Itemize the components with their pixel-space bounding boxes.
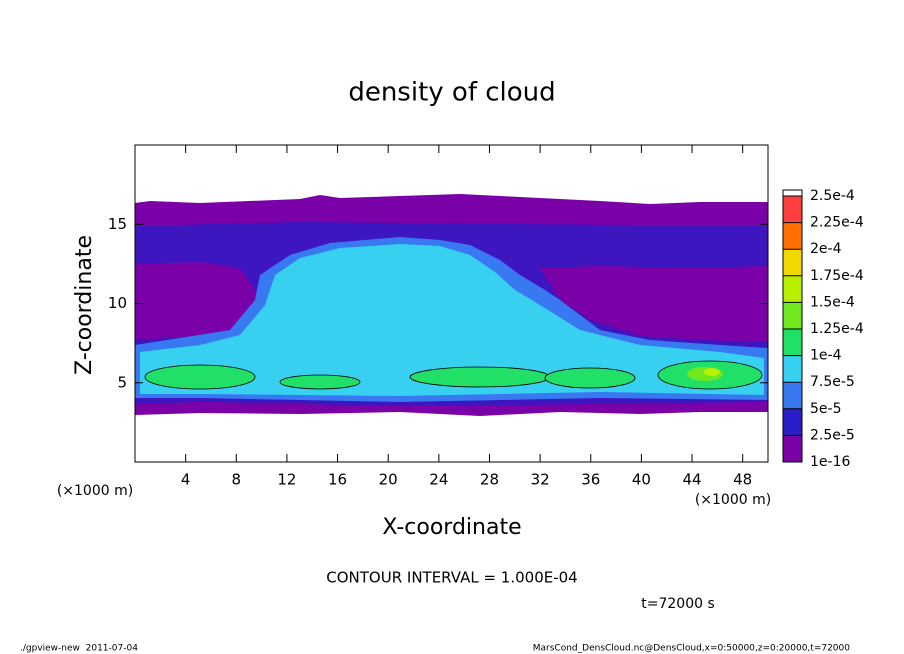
colorbar-box — [783, 302, 802, 329]
x-axis-label: X-coordinate — [382, 515, 521, 540]
field-region — [540, 266, 768, 342]
colorbar-box — [783, 196, 802, 223]
colorbar-box — [783, 408, 802, 436]
x-tick-label: 40 — [632, 471, 651, 489]
colorbar-label: 2.5e-4 — [810, 188, 855, 204]
x-tick-label: 36 — [581, 471, 600, 489]
x-tick-label: 4 — [181, 471, 191, 489]
colorbar-box — [783, 222, 802, 250]
x-unit: (×1000 m) — [695, 492, 771, 508]
x-tick-label: 28 — [480, 471, 499, 489]
y-axis-label: Z-coordinate — [72, 235, 97, 375]
contour-field — [135, 194, 768, 416]
x-tick-label: 16 — [328, 471, 347, 489]
colorbar-box — [783, 382, 802, 409]
field-region — [144, 364, 256, 390]
y-tick-label: 10 — [108, 294, 127, 312]
chart-title: density of cloud — [348, 78, 555, 108]
x-tick-label: 20 — [379, 471, 398, 489]
field-region — [544, 367, 636, 389]
y-unit: (×1000 m) — [57, 483, 133, 499]
colorbar-label: 1.25e-4 — [810, 321, 864, 337]
colorbar-label: 1e-16 — [810, 454, 850, 470]
y-tick-label: 15 — [108, 215, 127, 233]
colorbar-box — [783, 435, 802, 462]
field-region — [409, 366, 551, 388]
field-region — [279, 374, 361, 390]
colorbar-label: 2e-4 — [810, 241, 842, 257]
colorbar-box — [783, 275, 802, 303]
x-tick-label: 32 — [531, 471, 550, 489]
colorbar-label: 5e-5 — [810, 401, 841, 417]
x-tick-label: 48 — [733, 471, 752, 489]
contour-interval: CONTOUR INTERVAL = 1.000E-04 — [326, 569, 577, 587]
colorbar-label: 2.25e-4 — [810, 215, 864, 231]
colorbar-box — [783, 249, 802, 276]
x-tick-label: 8 — [232, 471, 242, 489]
field-region — [135, 262, 262, 340]
colorbar-box — [783, 329, 802, 356]
field-region — [704, 368, 720, 376]
colorbar-label: 2.5e-5 — [810, 427, 855, 443]
x-tick-label: 12 — [277, 471, 296, 489]
footer-right: MarsCond_DensCloud.nc@DensCloud,x=0:5000… — [533, 644, 850, 654]
colorbar-label: 1e-4 — [810, 348, 842, 364]
footer-left: ./gpview-new 2011-07-04 — [20, 644, 138, 654]
y-tick-label: 5 — [117, 373, 127, 391]
time-label: t=72000 s — [641, 596, 715, 612]
colorbar-box — [783, 355, 802, 383]
colorbar-label: 7.5e-5 — [810, 374, 855, 390]
colorbar-label: 1.5e-4 — [810, 294, 855, 310]
field-region — [140, 244, 764, 396]
colorbar-label: 1.75e-4 — [810, 268, 864, 284]
x-tick-label: 44 — [682, 471, 701, 489]
x-tick-label: 24 — [429, 471, 448, 489]
